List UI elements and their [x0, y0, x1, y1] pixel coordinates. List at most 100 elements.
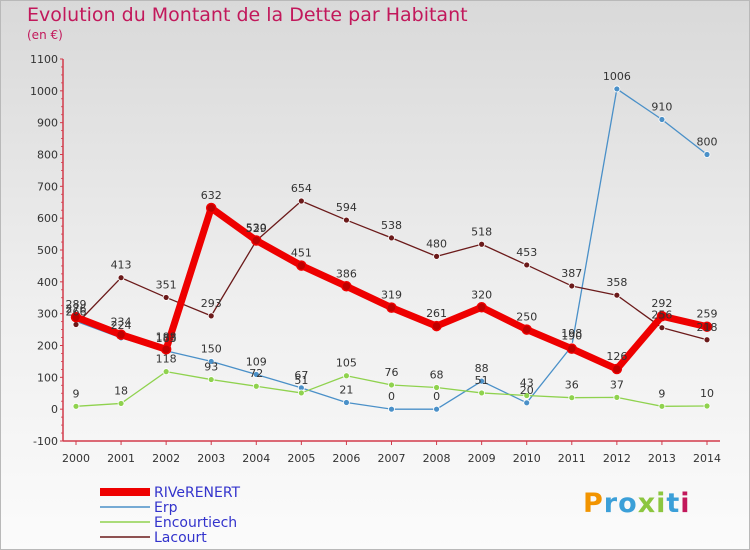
data-label-encourtiech: 36 — [565, 379, 579, 392]
data-point-riverenert — [611, 363, 623, 375]
x-tick-label: 2013 — [648, 452, 676, 465]
data-label-erp: 150 — [201, 342, 222, 355]
y-tick-label: 800 — [37, 149, 58, 162]
data-point-erp — [478, 377, 486, 385]
data-point-lacourt — [388, 234, 395, 242]
y-tick-label: 0 — [51, 403, 58, 416]
data-label-erp: 21 — [339, 383, 353, 396]
data-label-erp: 0 — [433, 390, 440, 403]
y-tick-label: 600 — [37, 212, 58, 225]
data-point-lacourt — [207, 312, 215, 320]
data-point-erp — [613, 85, 621, 93]
data-point-encourtiech — [433, 384, 440, 391]
y-tick-label: 300 — [37, 308, 58, 321]
x-tick-label: 2008 — [423, 452, 451, 465]
data-point-encourtiech — [297, 389, 305, 397]
data-label-riverenert: 451 — [291, 247, 312, 260]
data-label-riverenert: 234 — [111, 316, 132, 329]
y-tick-label: 400 — [37, 276, 58, 289]
data-point-riverenert — [341, 281, 352, 292]
data-point-encourtiech — [523, 392, 531, 399]
data-point-erp — [252, 371, 260, 378]
data-label-lacourt: 453 — [516, 246, 537, 259]
data-label-riverenert: 320 — [471, 288, 492, 301]
legend-label-riverenert: RIVeRENERT — [154, 485, 241, 501]
data-point-erp — [388, 405, 395, 413]
data-point-riverenert — [115, 329, 127, 340]
data-point-riverenert — [251, 235, 262, 246]
y-tick-label: 200 — [37, 340, 58, 353]
data-label-encourtiech: 9 — [658, 387, 665, 400]
data-label-erp: 109 — [246, 355, 267, 368]
data-label-erp: 198 — [561, 327, 582, 340]
data-point-encourtiech — [343, 372, 350, 380]
data-label-riverenert: 632 — [201, 189, 222, 202]
data-label-encourtiech: 51 — [475, 374, 489, 387]
data-point-riverenert — [521, 324, 532, 335]
y-tick-label: 1100 — [30, 53, 58, 66]
data-point-encourtiech — [388, 381, 395, 389]
data-label-encourtiech: 76 — [385, 366, 399, 379]
data-point-lacourt — [613, 291, 621, 299]
data-label-encourtiech: 93 — [204, 361, 218, 374]
data-label-lacourt: 256 — [651, 309, 672, 322]
data-label-lacourt: 529 — [246, 222, 267, 235]
y-tick-label: 100 — [37, 371, 58, 384]
data-point-erp — [343, 399, 350, 406]
chart-title: Evolution du Montant de la Dette par Hab… — [27, 4, 468, 26]
data-point-encourtiech — [568, 394, 576, 402]
y-tick-label: 500 — [37, 244, 58, 257]
data-point-erp — [433, 405, 440, 413]
data-label-lacourt: 387 — [561, 267, 582, 280]
data-label-lacourt: 518 — [471, 225, 492, 238]
x-tick-label: 2011 — [558, 452, 586, 465]
data-point-lacourt — [478, 240, 486, 248]
data-label-erp: 800 — [697, 136, 718, 149]
data-label-riverenert: 261 — [426, 307, 447, 320]
data-label-erp: 224 — [111, 319, 132, 332]
data-point-lacourt — [162, 294, 170, 301]
data-label-encourtiech: 68 — [430, 369, 444, 382]
x-tick-label: 2014 — [693, 452, 721, 465]
proxiti-logo: Proxiti — [583, 488, 691, 519]
data-label-erp: 276 — [66, 302, 87, 315]
x-tick-label: 2006 — [332, 452, 360, 465]
data-label-encourtiech: 37 — [610, 378, 624, 391]
data-label-erp: 0 — [388, 390, 395, 403]
data-label-encourtiech: 43 — [520, 376, 534, 389]
y-tick-label: 1000 — [30, 85, 58, 98]
data-label-encourtiech: 72 — [249, 367, 263, 380]
data-point-encourtiech — [162, 368, 170, 376]
data-point-lacourt — [297, 197, 305, 205]
chart-subtitle: (en €) — [27, 28, 63, 42]
x-tick-label: 2001 — [107, 452, 135, 465]
data-point-erp — [523, 399, 531, 407]
data-point-riverenert — [70, 311, 82, 323]
data-point-riverenert — [476, 302, 487, 313]
data-label-erp: 1006 — [603, 70, 631, 83]
data-point-encourtiech — [252, 382, 260, 390]
x-tick-label: 2012 — [603, 452, 631, 465]
data-label-encourtiech: 118 — [156, 353, 177, 366]
data-point-lacourt — [343, 216, 350, 224]
data-label-lacourt: 480 — [426, 237, 447, 250]
x-tick-label: 2000 — [62, 452, 90, 465]
data-label-erp: 183 — [156, 332, 177, 345]
data-label-lacourt: 266 — [66, 305, 87, 318]
data-label-riverenert: 319 — [381, 289, 402, 302]
data-point-lacourt — [117, 274, 125, 282]
data-label-riverenert: 190 — [561, 330, 582, 343]
data-point-erp — [658, 116, 666, 123]
data-point-lacourt — [703, 336, 711, 344]
legend-label-encourtiech: Encourtiech — [154, 515, 237, 531]
legend-label-erp: Erp — [154, 500, 178, 516]
data-point-encourtiech — [207, 376, 215, 383]
data-label-riverenert: 250 — [516, 311, 537, 324]
data-label-lacourt: 218 — [697, 321, 718, 334]
data-label-lacourt: 594 — [336, 201, 357, 214]
data-label-riverenert: 292 — [651, 297, 672, 310]
x-tick-label: 2004 — [242, 452, 270, 465]
data-label-riverenert: 259 — [697, 308, 718, 321]
x-tick-label: 2003 — [197, 452, 225, 465]
x-tick-label: 2007 — [378, 452, 406, 465]
